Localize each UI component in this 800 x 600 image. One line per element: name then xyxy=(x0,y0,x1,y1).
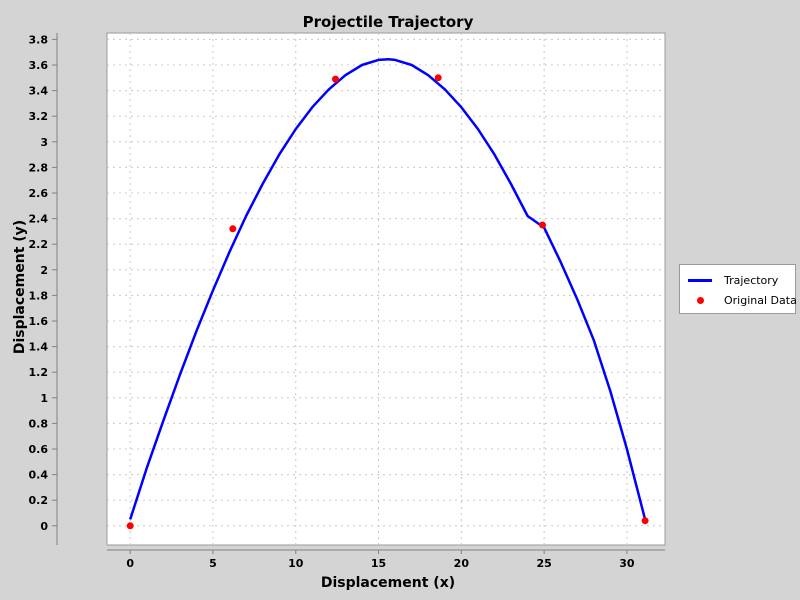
series-line-trajectory xyxy=(129,57,647,520)
x-tick-label: 10 xyxy=(288,557,304,570)
data-point xyxy=(641,517,649,525)
x-tick-label: 0 xyxy=(126,557,134,570)
x-tick-label: 25 xyxy=(536,557,551,570)
y-tick-label: 0 xyxy=(40,520,48,533)
y-tick-label: 1.4 xyxy=(29,341,49,354)
y-tick-label: 1 xyxy=(40,392,48,405)
series-points xyxy=(126,74,649,530)
data-point xyxy=(229,225,237,233)
x-axis-label: Displacement (x) xyxy=(321,575,455,591)
y-tick-label: 2.2 xyxy=(29,238,49,251)
legend-swatch-line xyxy=(688,278,712,282)
x-tick-label: 30 xyxy=(619,557,635,570)
data-point xyxy=(126,522,134,530)
x-tick-label: 20 xyxy=(454,557,470,570)
y-tick-label: 0.4 xyxy=(29,469,49,482)
y-axis-ticks: 0 0.2 0.4 0.6 0.8 1 1.2 1.4 1.6 1.8 2 2.2 2.4 2.6 2.8 3… xyxy=(29,33,57,533)
series-lines xyxy=(129,57,647,520)
legend-label-trajectory: Trajectory xyxy=(724,273,779,287)
x-tick-label: 5 xyxy=(209,557,217,570)
y-tick-label: 1.6 xyxy=(29,315,49,328)
data-point xyxy=(332,75,339,83)
y-tick-label: 1.2 xyxy=(29,366,49,379)
y-tick-label: 2 xyxy=(40,264,48,277)
y-tick-label: 2.4 xyxy=(29,213,49,226)
x-axis-ticks: 0 5 10 15 20 25 30 xyxy=(126,550,635,570)
y-tick-label: 3.6 xyxy=(29,59,49,72)
legend-swatch-dot xyxy=(688,296,712,304)
legend-item-trajectory: Trajectory xyxy=(688,272,778,288)
grid xyxy=(107,33,665,545)
legend: Trajectory Original Data xyxy=(679,264,797,314)
y-tick-label: 0.8 xyxy=(29,417,49,430)
y-tick-label: 0.6 xyxy=(29,443,49,456)
y-tick-label: 1.8 xyxy=(29,289,49,302)
y-tick-label: 3.8 xyxy=(29,33,49,46)
y-tick-label: 0.2 xyxy=(29,494,49,507)
data-point xyxy=(434,74,442,82)
data-point xyxy=(539,221,546,229)
legend-item-original-data: Original Data xyxy=(688,292,797,308)
y-tick-label: 3 xyxy=(40,136,48,149)
legend-label-original-data: Original Data xyxy=(724,293,797,307)
y-tick-label: 2.6 xyxy=(29,187,49,200)
plot-area xyxy=(106,32,666,546)
chart-title: Projectile Trajectory xyxy=(303,13,474,31)
y-tick-label: 2.8 xyxy=(29,161,49,174)
y-axis-label: Displacement (y) xyxy=(12,220,28,354)
y-tick-label: 3.2 xyxy=(29,110,49,123)
y-tick-label: 3.4 xyxy=(29,85,49,98)
x-tick-label: 15 xyxy=(371,557,386,570)
